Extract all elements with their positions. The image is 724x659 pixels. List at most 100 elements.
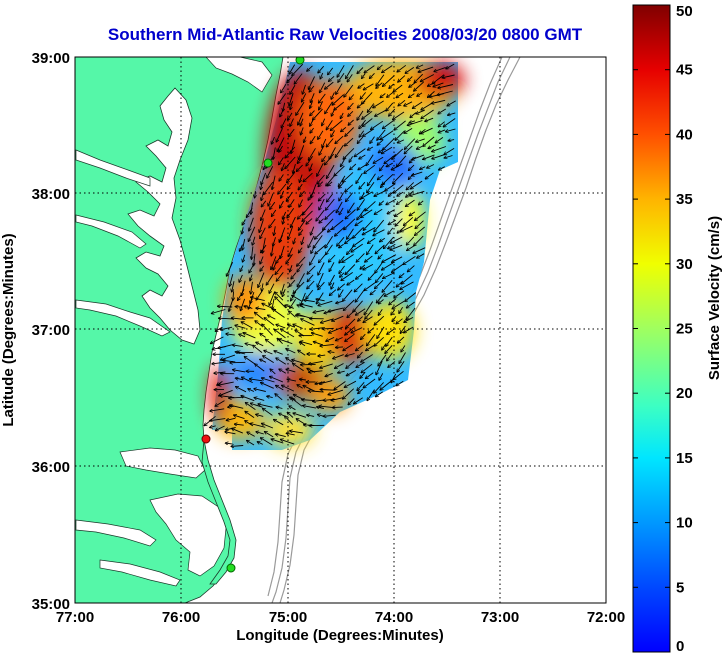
velocity-arrow bbox=[236, 387, 247, 393]
velocity-arrow bbox=[399, 306, 403, 313]
velocity-arrow bbox=[274, 420, 284, 426]
velocity-arrow bbox=[234, 415, 245, 420]
velocity-arrow bbox=[375, 279, 384, 288]
velocity-arrow bbox=[341, 156, 346, 166]
velocity-arrow bbox=[248, 389, 255, 392]
velocity-arrow bbox=[242, 377, 253, 384]
velocity-arrow bbox=[273, 263, 277, 270]
velocity-arrow bbox=[358, 83, 365, 89]
velocity-arrow bbox=[232, 428, 243, 434]
velocity-arrow bbox=[235, 307, 243, 308]
velocity-arrow bbox=[366, 344, 375, 351]
velocity-arrow bbox=[297, 273, 305, 286]
velocity-arrow bbox=[329, 75, 335, 81]
velocity-arrow bbox=[309, 85, 315, 92]
velocity-arrow bbox=[357, 100, 366, 108]
velocity-arrow bbox=[261, 200, 267, 207]
velocity-arrow bbox=[379, 373, 384, 380]
velocity-arrow bbox=[290, 84, 296, 94]
velocity-arrow bbox=[447, 100, 456, 106]
velocity-arrow bbox=[281, 283, 285, 294]
velocity-arrow bbox=[255, 312, 264, 320]
velocity-arrow bbox=[316, 292, 324, 304]
velocity-arrow bbox=[276, 325, 286, 329]
velocity-arrow bbox=[272, 136, 275, 144]
velocity-arrow bbox=[376, 360, 383, 375]
velocity-arrow bbox=[272, 298, 275, 309]
velocity-arrow bbox=[303, 386, 315, 392]
velocity-arrow bbox=[351, 243, 363, 252]
velocity-arrow bbox=[303, 406, 317, 409]
velocity-arrow bbox=[357, 382, 365, 390]
velocity-arrow bbox=[428, 81, 436, 86]
velocity-arrow bbox=[374, 190, 386, 197]
velocity-arrow bbox=[227, 261, 234, 276]
velocity-arrow bbox=[400, 281, 414, 290]
velocity-arrow bbox=[233, 370, 246, 373]
velocity-arrow bbox=[397, 64, 407, 72]
velocity-arrow bbox=[356, 308, 366, 315]
outer-banks bbox=[201, 439, 237, 585]
velocity-arrow bbox=[281, 83, 287, 93]
velocity-arrow bbox=[344, 218, 356, 230]
velocity-arrow bbox=[397, 139, 405, 143]
velocity-arrow bbox=[292, 63, 304, 75]
velocity-arrow bbox=[245, 403, 256, 410]
velocity-arrow bbox=[380, 237, 386, 241]
velocity-arrow bbox=[318, 65, 325, 73]
velocity-arrow bbox=[399, 273, 405, 277]
velocity-arrow bbox=[274, 226, 276, 235]
velocity-arrow bbox=[374, 315, 385, 325]
velocity-arrow bbox=[249, 379, 263, 382]
velocity-arrow bbox=[301, 319, 315, 326]
velocity-arrow bbox=[356, 172, 363, 183]
velocity-arrow bbox=[308, 391, 324, 392]
velocity-arrow bbox=[251, 246, 253, 259]
velocity-arrow bbox=[417, 253, 425, 258]
velocity-arrow bbox=[318, 355, 326, 356]
velocity-arrow bbox=[320, 82, 326, 93]
velocity-arrow bbox=[399, 352, 406, 364]
velocity-arrow bbox=[242, 219, 246, 225]
velocity-arrow bbox=[220, 326, 233, 330]
velocity-arrow bbox=[362, 227, 376, 234]
velocity-arrow bbox=[307, 265, 316, 274]
velocity-arrow bbox=[320, 363, 333, 368]
velocity-arrow bbox=[406, 301, 415, 308]
velocity-arrow bbox=[368, 237, 376, 243]
velocity-arrow bbox=[278, 93, 287, 105]
velocity-arrow bbox=[365, 309, 373, 319]
velocity-arrow bbox=[280, 109, 284, 116]
velocity-arrow bbox=[359, 154, 366, 159]
velocity-arrow bbox=[388, 361, 396, 368]
velocity-arrow bbox=[242, 238, 246, 250]
velocity-arrow bbox=[332, 407, 343, 408]
velocity-arrow bbox=[218, 381, 234, 385]
velocity-arrow bbox=[361, 209, 373, 218]
velocity-arrow bbox=[276, 385, 284, 391]
velocity-arrow bbox=[386, 336, 393, 346]
velocity-arrow bbox=[329, 254, 336, 262]
velocity-arrow bbox=[300, 190, 305, 197]
velocity-arrow bbox=[340, 272, 345, 278]
velocity-arrow bbox=[306, 289, 314, 299]
velocity-arrow bbox=[375, 109, 387, 116]
velocity-arrow bbox=[394, 120, 406, 130]
velocity-arrow bbox=[343, 343, 354, 350]
velocity-arrow bbox=[279, 339, 293, 345]
velocity-arrow bbox=[340, 112, 344, 119]
velocity-arrow bbox=[358, 351, 363, 358]
velocity-arrow bbox=[282, 385, 295, 392]
velocity-arrow bbox=[416, 64, 424, 68]
velocity-arrow bbox=[349, 94, 355, 100]
velocity-arrow bbox=[247, 441, 255, 446]
velocity-arrow bbox=[444, 148, 455, 154]
velocity-arrow bbox=[244, 357, 256, 365]
velocity-arrow bbox=[433, 82, 444, 87]
velocity-arrow bbox=[278, 183, 287, 194]
velocity-arrow bbox=[329, 326, 344, 333]
velocity-arrow bbox=[319, 380, 333, 384]
velocity-arrow bbox=[266, 339, 275, 347]
velocity-arrow bbox=[339, 289, 344, 297]
velocity-arrow bbox=[325, 153, 335, 165]
